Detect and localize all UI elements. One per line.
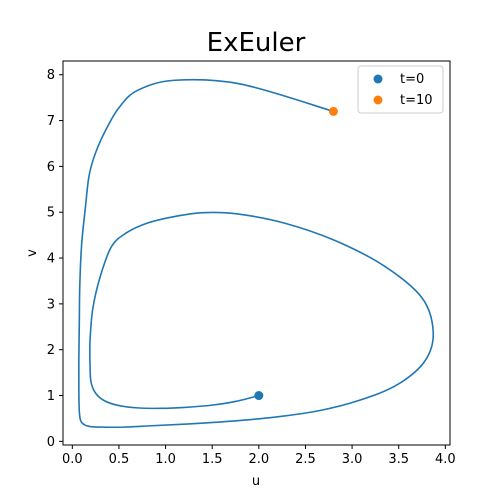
start-point-marker bbox=[254, 391, 264, 401]
y-tick-label: 4 bbox=[47, 252, 55, 267]
x-axis-label: u bbox=[252, 474, 260, 489]
x-tick-label: 3.5 bbox=[388, 452, 409, 467]
legend-label-t0: t=0 bbox=[400, 72, 424, 87]
x-axis-ticks: 0.0 0.5 1.0 1.5 2.0 2.5 3.0 3.5 4.0 bbox=[62, 445, 456, 467]
x-tick-label: 1.0 bbox=[155, 452, 176, 467]
y-tick-label: 5 bbox=[47, 206, 55, 221]
x-tick-label: 4.0 bbox=[435, 452, 456, 467]
legend-marker-t0 bbox=[373, 74, 383, 84]
legend-marker-t10 bbox=[373, 95, 383, 105]
x-tick-label: 3.0 bbox=[342, 452, 363, 467]
end-point-marker bbox=[328, 106, 338, 116]
y-tick-label: 6 bbox=[47, 160, 55, 175]
chart-title: ExEuler bbox=[207, 28, 306, 58]
y-tick-label: 8 bbox=[47, 68, 55, 83]
y-axis-label: v bbox=[25, 249, 40, 257]
y-tick-label: 0 bbox=[47, 435, 55, 450]
x-tick-label: 0.0 bbox=[62, 452, 83, 467]
plot-area bbox=[63, 61, 450, 445]
x-tick-label: 2.0 bbox=[248, 452, 269, 467]
plot-frame bbox=[62, 60, 451, 446]
x-tick-label: 2.5 bbox=[295, 452, 316, 467]
y-tick-label: 7 bbox=[47, 114, 55, 129]
legend-label-t10: t=10 bbox=[400, 93, 433, 108]
y-axis-ticks: 0 1 2 3 4 5 6 7 8 bbox=[47, 68, 63, 450]
x-tick-label: 0.5 bbox=[109, 452, 130, 467]
y-tick-label: 1 bbox=[47, 389, 55, 404]
trajectory-line bbox=[77, 78, 435, 429]
y-tick-label: 2 bbox=[47, 343, 55, 358]
x-tick-label: 1.5 bbox=[202, 452, 223, 467]
y-tick-label: 3 bbox=[47, 297, 55, 312]
legend: t=0 t=10 bbox=[357, 65, 444, 114]
